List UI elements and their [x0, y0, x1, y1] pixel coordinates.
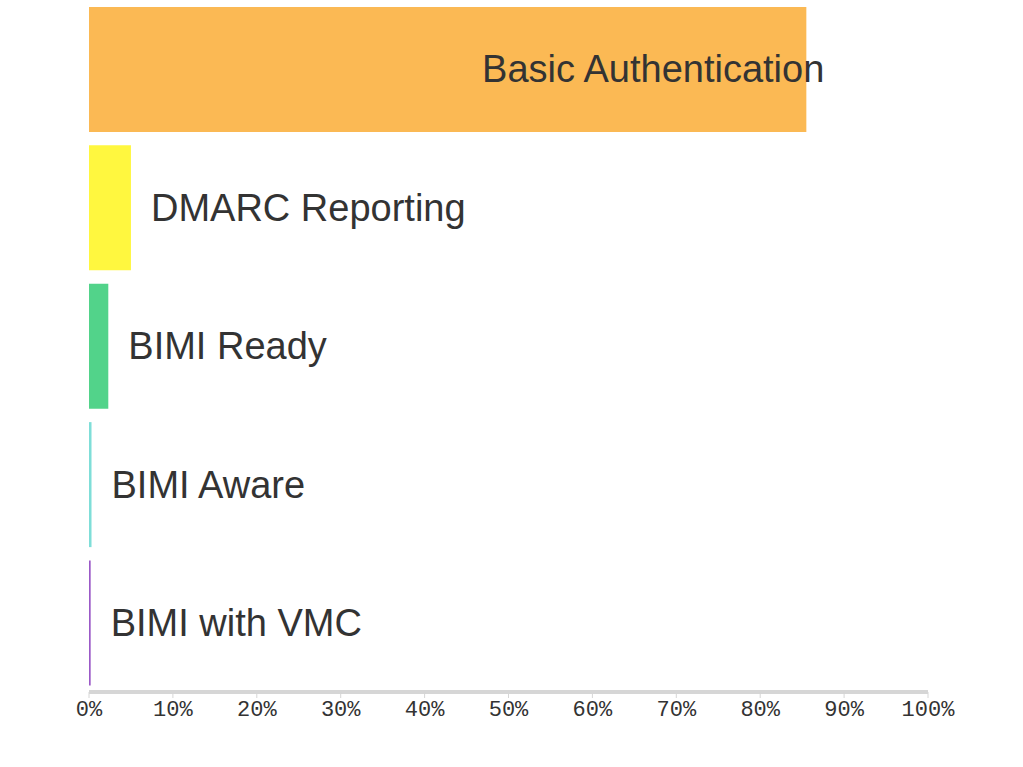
svg-text:100%: 100%	[902, 698, 956, 723]
svg-text:Basic Authentication: Basic Authentication	[482, 48, 824, 90]
svg-text:80%: 80%	[740, 698, 780, 723]
svg-text:40%: 40%	[405, 698, 445, 723]
svg-text:50%: 50%	[489, 698, 529, 723]
svg-text:20%: 20%	[237, 698, 277, 723]
svg-text:BIMI with VMC: BIMI with VMC	[111, 602, 362, 644]
svg-text:60%: 60%	[573, 698, 613, 723]
svg-text:BIMI Ready: BIMI Ready	[128, 325, 327, 367]
svg-text:30%: 30%	[321, 698, 361, 723]
svg-text:90%: 90%	[824, 698, 864, 723]
svg-text:0%: 0%	[76, 698, 103, 723]
svg-text:10%: 10%	[153, 698, 193, 723]
svg-text:70%: 70%	[656, 698, 696, 723]
svg-text:DMARC Reporting: DMARC Reporting	[151, 187, 466, 229]
svg-text:BIMI Aware: BIMI Aware	[112, 464, 306, 506]
